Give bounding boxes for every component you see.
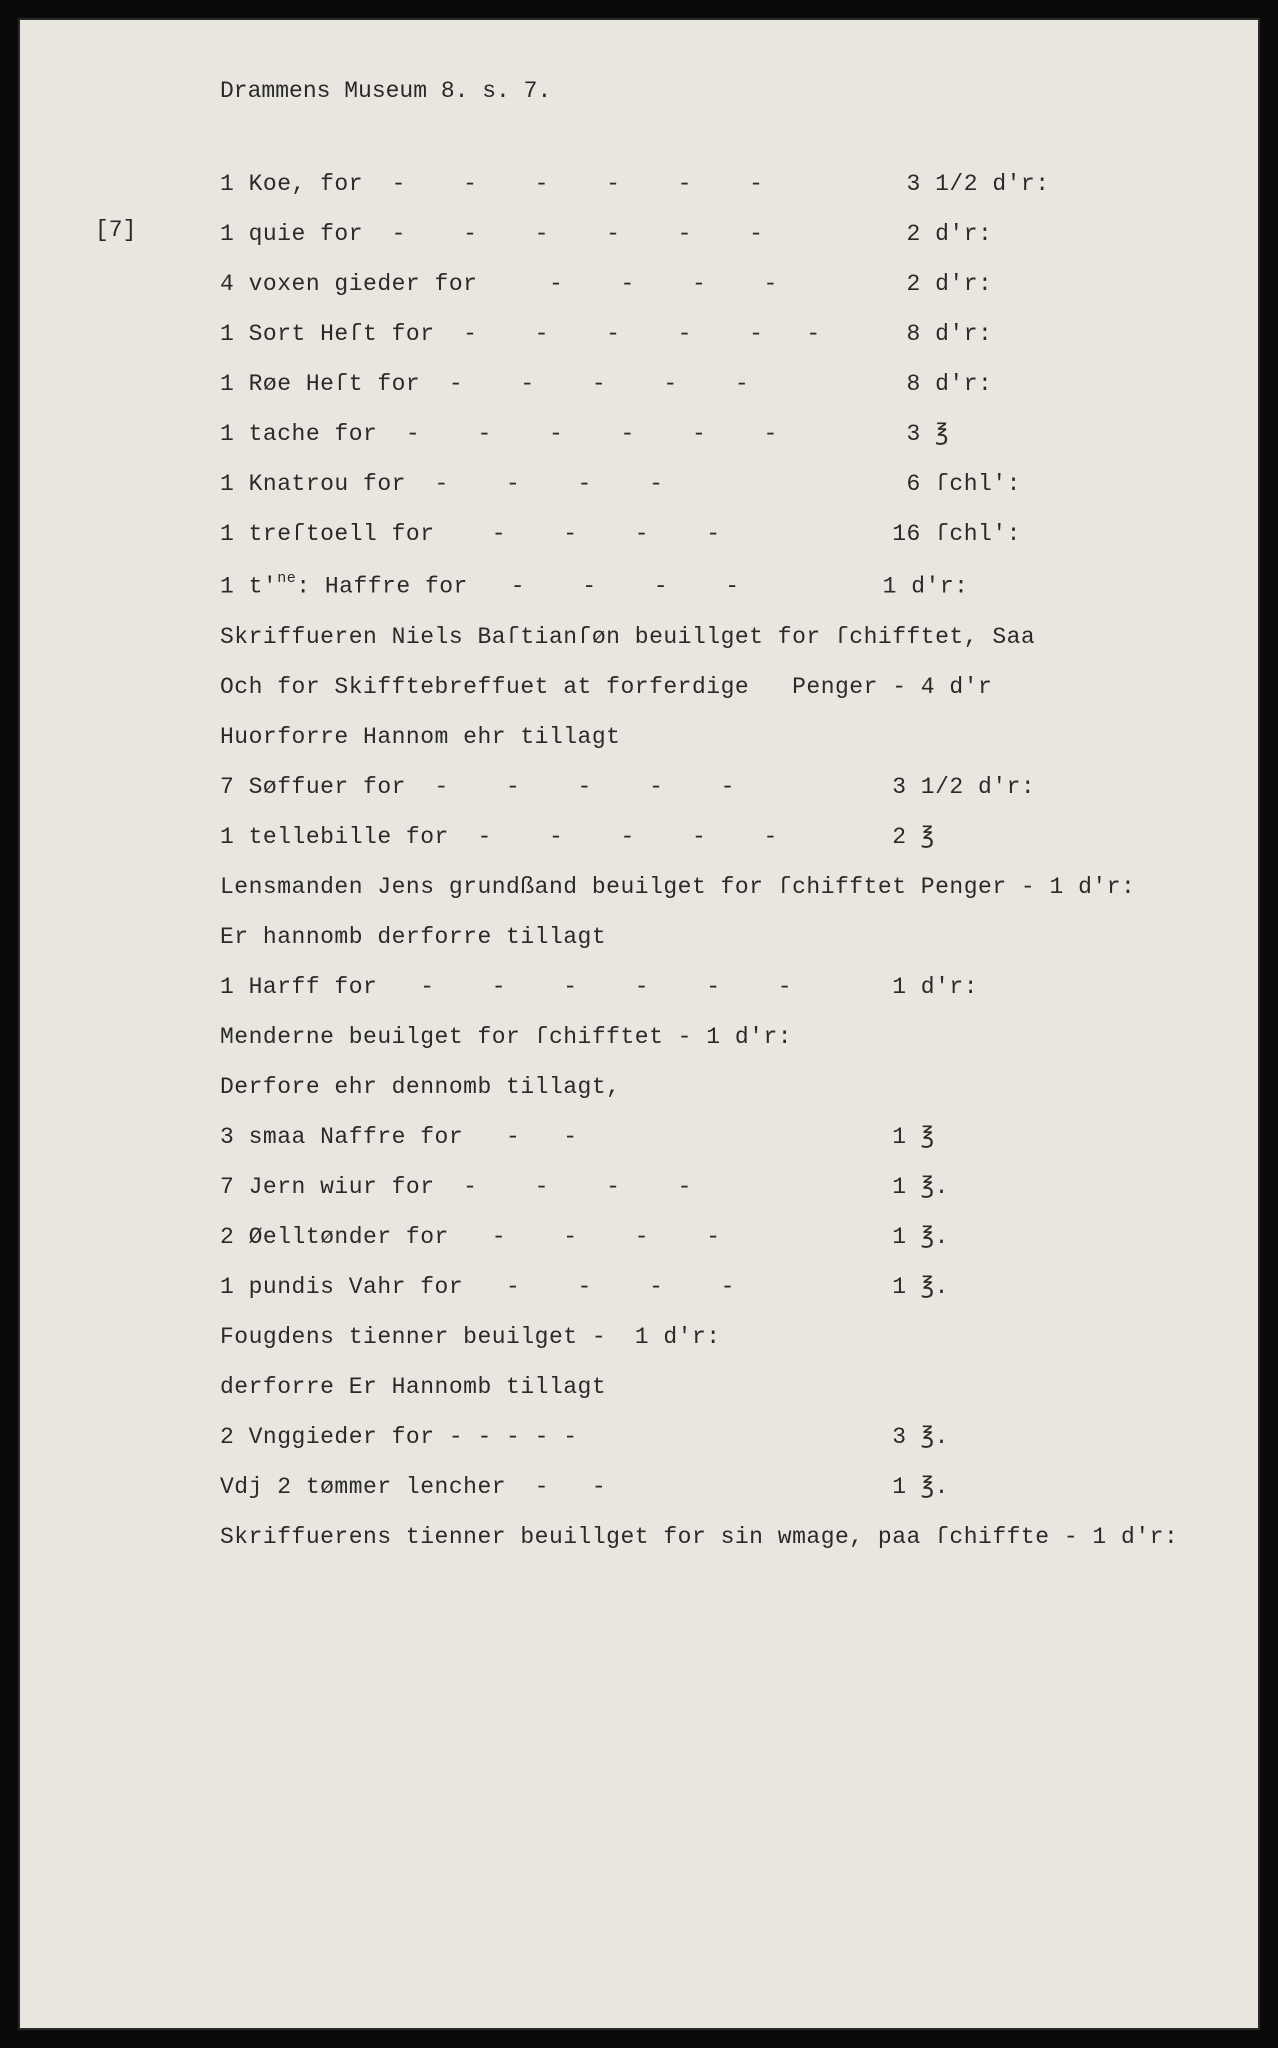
- text-line: Och for Skifftebreffuet at forferdige Pe…: [220, 676, 1188, 699]
- text-line: Derfore ehr dennomb tillagt,: [220, 1076, 1188, 1099]
- text-line: 4 voxen gieder for - - - - 2 d'r:: [220, 273, 1188, 296]
- page-number-marker: [7]: [95, 219, 136, 242]
- text-line: 1 treſtoell for - - - - 16 ſchl':: [220, 523, 1188, 546]
- text-line: 7 Jern wiur for - - - - 1 ℥.: [220, 1176, 1188, 1199]
- text-line: Menderne beuilget for ſchifftet - 1 d'r:: [220, 1026, 1188, 1049]
- text-line: 1 Røe Heſt for - - - - - 8 d'r:: [220, 373, 1188, 396]
- document-page: Drammens Museum 8. s. 7. [7] 1 Koe, for …: [0, 0, 1278, 2048]
- text-line: 1 t'ne: Haffre for - - - - 1 d'r:: [220, 573, 1188, 599]
- document-header: Drammens Museum 8. s. 7.: [220, 80, 1188, 103]
- text-line: 1 quie for - - - - - - 2 d'r:: [220, 223, 1188, 246]
- text-line: 1 Harff for - - - - - - 1 d'r:: [220, 976, 1188, 999]
- text-line: 3 smaa Naffre for - - 1 ℥: [220, 1126, 1188, 1149]
- text-line: Skriffueren Niels Baſtianſøn beuillget f…: [220, 626, 1188, 649]
- text-line: Er hannomb derforre tillagt: [220, 926, 1188, 949]
- text-line: derforre Er Hannomb tillagt: [220, 1376, 1188, 1399]
- text-line: Huorforre Hannom ehr tillagt: [220, 726, 1188, 749]
- document-content: 1 Koe, for - - - - - - 3 1/2 d'r: 1 quie …: [220, 173, 1188, 1549]
- text-line: 1 Knatrou for - - - - 6 ſchl':: [220, 473, 1188, 496]
- text-line: 1 tellebille for - - - - - 2 ℥: [220, 826, 1188, 849]
- text-line: 2 Vnggieder for - - - - - 3 ℥.: [220, 1426, 1188, 1449]
- text-line: Fougdens tienner beuilget - 1 d'r:: [220, 1326, 1188, 1349]
- superscript: ne: [277, 570, 296, 587]
- text-line: 1 Sort Heſt for - - - - - - 8 d'r:: [220, 323, 1188, 346]
- text-line: 7 Søffuer for - - - - - 3 1/2 d'r:: [220, 776, 1188, 799]
- text-line: 1 tache for - - - - - - 3 ℥: [220, 423, 1188, 446]
- text-line: Skriffuerens tienner beuillget for sin w…: [220, 1526, 1188, 1549]
- text-line: 1 Koe, for - - - - - - 3 1/2 d'r:: [220, 173, 1188, 196]
- text-line: Lensmanden Jens grundßand beuilget for ſ…: [220, 876, 1188, 899]
- text-line: 2 Øelltønder for - - - - 1 ℥.: [220, 1226, 1188, 1249]
- text-line: Vdj 2 tømmer lencher - - 1 ℥.: [220, 1476, 1188, 1499]
- text-line: 1 pundis Vahr for - - - - 1 ℥.: [220, 1276, 1188, 1299]
